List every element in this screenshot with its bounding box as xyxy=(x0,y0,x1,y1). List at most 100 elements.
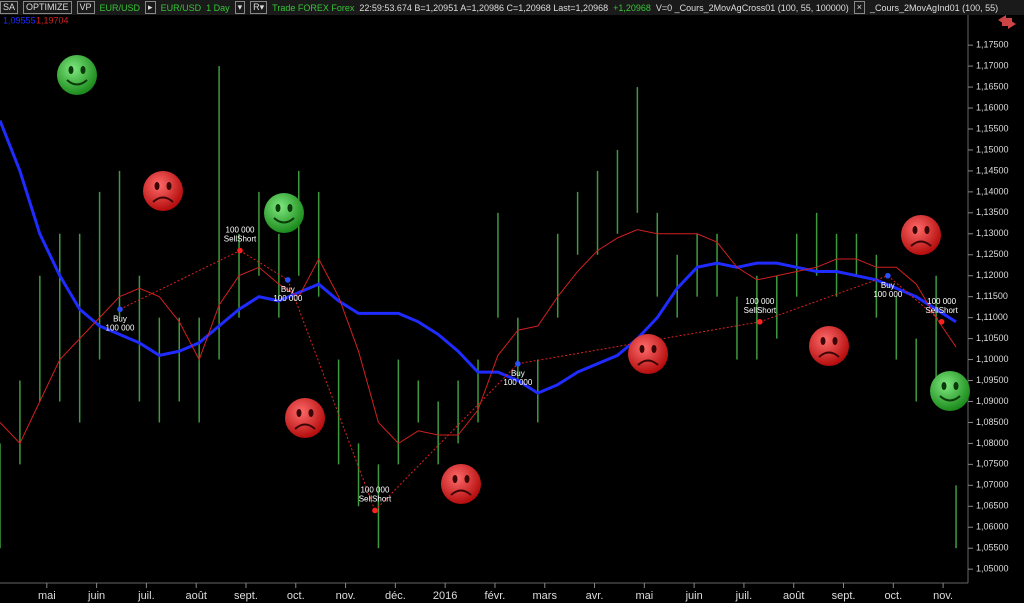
chart-symbol: EUR/USD xyxy=(160,2,202,13)
trade-marker xyxy=(117,306,123,313)
trade-label: SellShort xyxy=(925,306,958,315)
x-tick-label: sept. xyxy=(832,590,856,602)
trade-label: Buy xyxy=(113,314,127,323)
y-tick-label: 1,06000 xyxy=(976,522,1009,532)
x-tick-label: avr. xyxy=(586,590,604,602)
x-tick-label: mai xyxy=(38,590,56,602)
symbol[interactable]: EUR/USD xyxy=(99,2,141,13)
y-tick-label: 1,14000 xyxy=(976,186,1009,196)
toolbar: SA OPTIMIZE VP EUR/USD ▸ EUR/USD 1 Day ▾… xyxy=(0,0,1024,15)
x-tick-label: nov. xyxy=(933,590,953,602)
trade-marker xyxy=(757,319,763,325)
dropdown[interactable]: ▾ xyxy=(234,1,246,14)
trade-label: 100 000 xyxy=(360,486,389,495)
trade-label: 100 000 xyxy=(873,290,902,299)
y-tick-label: 1,12000 xyxy=(976,270,1009,280)
trade-connector xyxy=(517,321,760,365)
y-tick-label: 1,16500 xyxy=(976,81,1009,91)
x-tick-label: juil. xyxy=(137,590,155,602)
y-tick-label: 1,05500 xyxy=(976,543,1009,553)
button[interactable]: OPTIMIZE xyxy=(23,1,72,14)
y-tick-label: 1,08000 xyxy=(976,438,1009,448)
moving-average xyxy=(0,120,957,395)
trade-label: SellShort xyxy=(744,306,777,315)
y-tick-label: 1,07000 xyxy=(976,480,1009,490)
strategy-info: V=0 _Cours_2MovAgCross01 (100, 55, 10000… xyxy=(655,2,849,13)
x-tick-label: mars xyxy=(533,590,558,602)
loss-icon xyxy=(627,333,669,375)
trade-marker xyxy=(885,272,891,279)
trade-label: Buy xyxy=(511,369,525,378)
y-tick-label: 1,10500 xyxy=(976,333,1009,343)
trade-label: Buy xyxy=(881,281,895,290)
trade-result-icons xyxy=(56,54,971,505)
period[interactable]: 1 Day xyxy=(206,2,230,13)
y-tick-label: 1,12500 xyxy=(976,249,1009,259)
loss-icon xyxy=(440,463,482,505)
y-tick-label: 1,13500 xyxy=(976,207,1009,217)
button[interactable]: VP xyxy=(76,1,95,14)
legend-value: 1,09555 xyxy=(3,15,36,25)
x-tick-label: août xyxy=(185,590,206,602)
sync-icon[interactable] xyxy=(998,15,1016,29)
dropdown[interactable]: ▸ xyxy=(145,1,156,14)
moving-average xyxy=(0,229,957,445)
trade-label: 100 000 xyxy=(226,226,255,235)
trade-marker xyxy=(938,319,945,325)
trade-connector xyxy=(759,275,889,323)
info-label: Trade FOREX Forex xyxy=(272,2,355,13)
trade-label: 100 000 xyxy=(273,294,302,303)
trade-label: 100 000 xyxy=(503,378,532,387)
close-button[interactable]: × xyxy=(853,1,866,14)
x-tick-label: oct. xyxy=(287,590,305,602)
y-tick-label: 1,16000 xyxy=(976,102,1009,112)
trade-marker xyxy=(372,507,378,514)
x-tick-label: nov. xyxy=(336,590,356,602)
quote-info: 22:59:53.674 B=1,20951 A=1,20986 C=1,209… xyxy=(359,2,609,13)
loss-icon xyxy=(284,397,326,439)
win-icon xyxy=(929,370,971,412)
y-tick-label: 1,14500 xyxy=(976,165,1009,175)
trade-label: SellShort xyxy=(359,495,392,504)
y-tick-label: 1,10000 xyxy=(976,354,1009,364)
y-tick-label: 1,11500 xyxy=(976,291,1008,301)
trade-label: SellShort xyxy=(224,235,257,244)
y-tick-label: 1,05000 xyxy=(976,564,1009,574)
x-tick-label: 2016 xyxy=(433,590,457,602)
x-tick-label: juin xyxy=(685,590,703,602)
legend-value: 1,19704 xyxy=(36,15,69,25)
loss-icon xyxy=(808,325,850,367)
dropdown[interactable]: R▾ xyxy=(250,1,268,14)
win-icon xyxy=(263,192,305,234)
trade-label: 100 000 xyxy=(106,323,135,332)
y-tick-label: 1,11000 xyxy=(976,312,1008,322)
x-tick-label: déc. xyxy=(385,590,406,602)
button[interactable]: SA xyxy=(0,1,19,14)
y-tick-label: 1,17500 xyxy=(976,40,1009,50)
win-icon xyxy=(56,54,98,96)
x-tick-label: mai xyxy=(635,590,653,602)
trade-marker xyxy=(237,247,243,254)
x-tick-label: juin xyxy=(87,590,105,602)
loss-icon xyxy=(900,214,942,256)
y-tick-label: 1,15500 xyxy=(976,123,1009,133)
y-tick-label: 1,09500 xyxy=(976,375,1009,385)
y-tick-label: 1,08500 xyxy=(976,417,1009,427)
y-tick-label: 1,07500 xyxy=(976,459,1009,469)
y-tick-label: 1,09000 xyxy=(976,396,1009,406)
trade-marker xyxy=(515,360,521,367)
y-tick-label: 1,15000 xyxy=(976,144,1009,154)
x-tick-label: juil. xyxy=(735,590,753,602)
indicator-info: _Cours_2MovAgInd01 (100, 55) xyxy=(870,2,999,13)
y-tick-label: 1,17000 xyxy=(976,60,1009,70)
trade-label: 100 000 xyxy=(745,297,774,306)
y-tick-label: 1,13000 xyxy=(976,228,1009,238)
price-axis-area xyxy=(968,15,1024,603)
change: +1,20968 xyxy=(613,2,651,13)
trade-connector xyxy=(287,279,376,511)
x-tick-label: oct. xyxy=(884,590,902,602)
trade-connector xyxy=(239,250,289,281)
x-tick-label: sept. xyxy=(234,590,258,602)
